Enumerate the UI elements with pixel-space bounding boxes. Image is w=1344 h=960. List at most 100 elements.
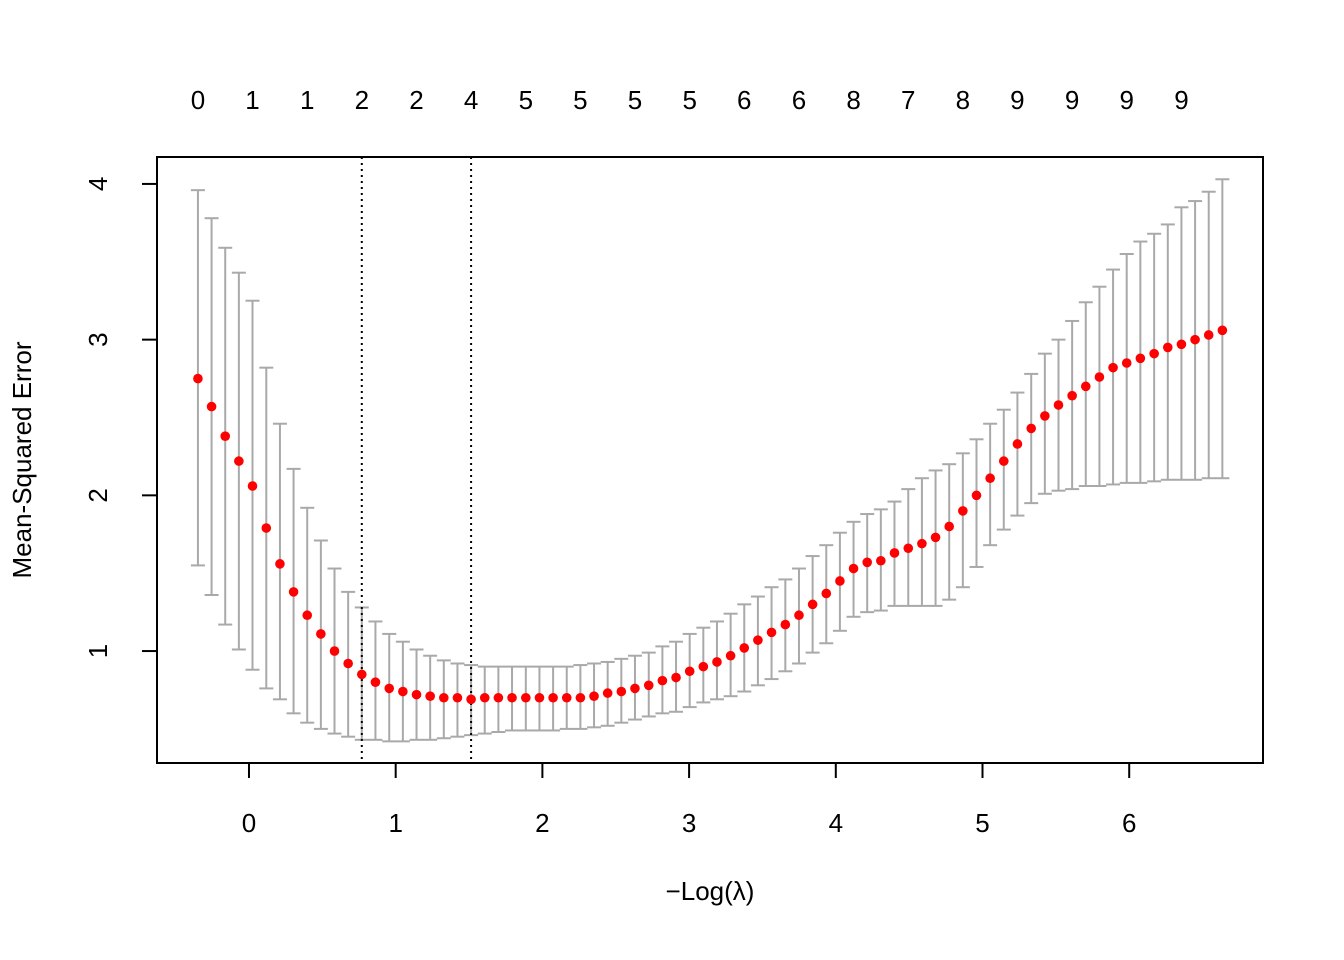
top-axis-label: 5	[573, 85, 587, 115]
point	[712, 657, 722, 667]
point	[575, 692, 586, 703]
point	[766, 627, 777, 638]
point	[220, 431, 231, 441]
top-axis-label: 6	[737, 85, 751, 115]
point	[521, 692, 531, 703]
point	[698, 661, 709, 672]
point	[684, 666, 695, 677]
point	[807, 599, 818, 610]
point	[671, 672, 681, 683]
point	[616, 686, 627, 697]
point	[876, 555, 886, 566]
point	[1108, 362, 1118, 373]
y-axis-label: Mean-Squared Error	[7, 341, 37, 578]
y-tick-label: 4	[83, 177, 113, 191]
point	[985, 473, 995, 484]
top-axis-label: 5	[519, 85, 533, 115]
x-tick-label: 1	[388, 808, 402, 838]
top-axis-label: 4	[464, 85, 478, 115]
x-tick-label: 2	[535, 808, 549, 838]
point	[1040, 411, 1050, 421]
top-axis-label: 9	[1119, 85, 1133, 115]
x-axis-label: −Log(λ)	[666, 876, 755, 906]
point	[971, 490, 982, 501]
y-tick-label: 3	[83, 332, 113, 346]
point	[384, 683, 395, 694]
point	[862, 557, 872, 568]
point	[261, 523, 272, 533]
point	[930, 532, 941, 543]
point	[835, 576, 845, 586]
x-tick-label: 4	[829, 808, 843, 838]
top-axis-label: 6	[792, 85, 806, 115]
point	[370, 677, 381, 687]
x-tick-label: 3	[682, 808, 696, 838]
point	[206, 401, 217, 412]
point	[425, 691, 435, 702]
point	[657, 675, 668, 686]
point	[958, 506, 968, 516]
top-axis-label: 2	[409, 85, 423, 115]
top-axis-label: 1	[300, 85, 314, 115]
point	[1012, 439, 1023, 449]
top-axis-label: 8	[956, 85, 970, 115]
top-axis-label: 1	[245, 85, 259, 115]
point	[234, 456, 244, 466]
point	[780, 619, 791, 630]
point	[753, 635, 763, 645]
point	[561, 692, 572, 703]
point	[998, 456, 1009, 466]
top-axis-label: 8	[846, 85, 860, 115]
point	[493, 692, 504, 703]
point	[1026, 423, 1037, 434]
point	[356, 669, 367, 680]
y-tick-label: 2	[83, 488, 113, 502]
top-axis-label: 5	[628, 85, 642, 115]
point	[848, 563, 859, 574]
point	[725, 650, 736, 661]
point	[589, 691, 599, 702]
point	[1094, 372, 1105, 382]
point	[466, 694, 476, 705]
point	[398, 686, 408, 697]
point	[821, 588, 832, 599]
point	[316, 629, 326, 639]
point	[411, 689, 422, 700]
point	[630, 683, 640, 694]
point	[534, 692, 545, 703]
point	[1203, 330, 1214, 340]
point	[1176, 339, 1187, 350]
point	[288, 587, 299, 597]
point	[739, 643, 750, 653]
top-axis-label: 0	[191, 85, 205, 115]
point	[917, 538, 927, 549]
point	[903, 543, 914, 554]
point	[643, 680, 654, 691]
point	[193, 373, 203, 384]
point	[1121, 358, 1132, 368]
point	[1162, 342, 1173, 353]
point	[247, 481, 258, 491]
point	[1190, 334, 1200, 345]
point	[1053, 400, 1064, 410]
point	[507, 692, 517, 703]
point	[1149, 348, 1159, 359]
point	[1135, 353, 1146, 364]
point	[602, 688, 613, 698]
plot-frame	[156, 156, 1264, 764]
point	[479, 692, 490, 703]
point	[889, 548, 900, 558]
point	[794, 610, 804, 621]
x-tick-label: 6	[1122, 808, 1136, 838]
point	[452, 692, 463, 703]
top-axis-label: 5	[682, 85, 696, 115]
point	[548, 692, 558, 703]
point	[343, 658, 353, 669]
top-axis-label: 9	[1174, 85, 1188, 115]
point	[329, 646, 340, 656]
x-tick-label: 5	[975, 808, 989, 838]
point	[275, 559, 285, 569]
point	[439, 692, 449, 703]
y-tick-label: 1	[83, 644, 113, 658]
